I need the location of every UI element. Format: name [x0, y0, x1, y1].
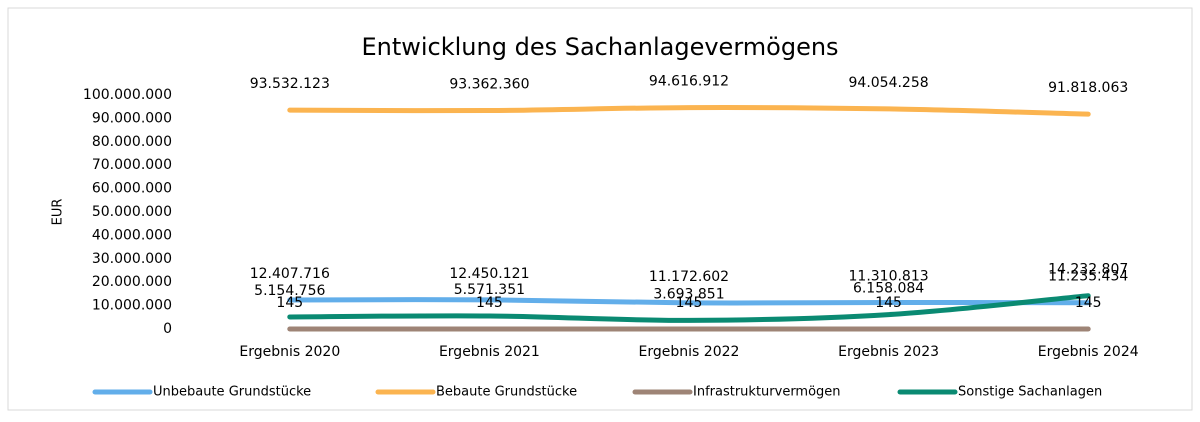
- legend-label: Infrastrukturvermögen: [693, 385, 841, 400]
- data-label: 93.532.123: [250, 76, 330, 92]
- data-label: 145: [676, 295, 703, 311]
- data-label: 12.450.121: [449, 266, 529, 282]
- chart-title: Entwicklung des Sachanlagevermögens: [361, 33, 838, 61]
- series-line: [287, 293, 1091, 323]
- y-tick-label: 100.000.000: [83, 87, 172, 103]
- y-tick-label: 10.000.000: [92, 298, 172, 314]
- data-label: 11.310.813: [849, 269, 929, 285]
- y-tick-label: 60.000.000: [92, 181, 172, 197]
- data-label: 93.362.360: [449, 77, 529, 93]
- series-line: [287, 105, 1091, 117]
- data-label: 14.232.807: [1048, 262, 1128, 278]
- data-label: 91.818.063: [1048, 80, 1128, 96]
- y-tick-label: 50.000.000: [92, 204, 172, 220]
- x-tick-label: Ergebnis 2020: [239, 344, 340, 360]
- data-label: 94.054.258: [849, 75, 929, 91]
- y-tick-label: 20.000.000: [92, 274, 172, 290]
- y-tick-label: 0: [163, 321, 172, 337]
- legend-label: Unbebaute Grundstücke: [153, 385, 311, 400]
- y-tick-label: 30.000.000: [92, 251, 172, 267]
- y-tick-label: 80.000.000: [92, 134, 172, 150]
- data-label: 94.616.912: [649, 74, 729, 90]
- x-tick-label: Ergebnis 2022: [639, 344, 740, 360]
- x-tick-label: Ergebnis 2024: [1038, 344, 1139, 360]
- series-line: [287, 297, 1091, 306]
- legend-label: Sonstige Sachanlagen: [958, 385, 1102, 400]
- data-label: 5.154.756: [254, 283, 325, 299]
- data-label: 145: [276, 295, 303, 311]
- legend-label: Bebaute Grundstücke: [436, 385, 577, 400]
- y-axis-label: EUR: [51, 199, 66, 226]
- data-label: 11.172.602: [649, 269, 729, 285]
- x-tick-label: Ergebnis 2021: [439, 344, 540, 360]
- data-label: 5.571.351: [454, 282, 525, 298]
- data-label: 145: [875, 295, 902, 311]
- chart-border: [7, 7, 1193, 411]
- data-label: 6.158.084: [853, 281, 924, 297]
- y-tick-label: 40.000.000: [92, 227, 172, 243]
- data-label: 145: [476, 295, 503, 311]
- y-tick-label: 70.000.000: [92, 157, 172, 173]
- y-tick-label: 90.000.000: [92, 110, 172, 126]
- data-label: 12.407.716: [250, 266, 330, 282]
- data-label: 3.693.851: [653, 286, 724, 302]
- x-tick-label: Ergebnis 2023: [838, 344, 939, 360]
- data-label: 145: [1075, 295, 1102, 311]
- data-label: 11.235.434: [1048, 269, 1128, 285]
